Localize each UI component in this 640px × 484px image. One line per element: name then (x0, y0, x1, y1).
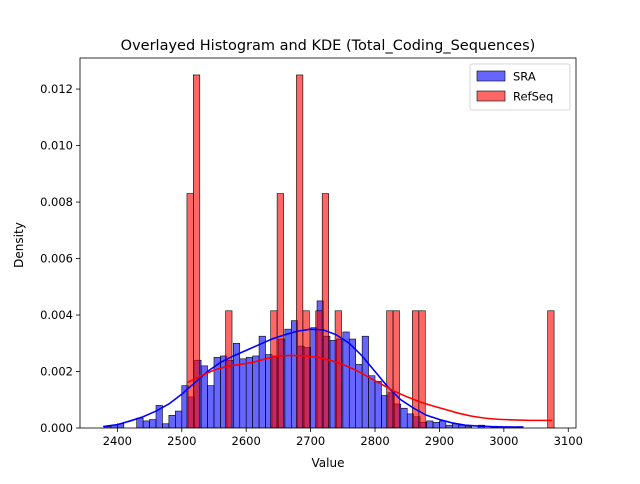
legend-swatch-refseq (476, 90, 506, 102)
legend-swatch-sra (476, 70, 506, 82)
y-tick-label: 0.004 (40, 308, 73, 322)
kde-line-sra (103, 328, 524, 428)
histogram-bar (334, 310, 342, 428)
y-tick-label: 0.008 (40, 195, 73, 209)
x-tick-label: 3100 (554, 434, 583, 448)
histogram-bar (168, 414, 176, 428)
x-tick-label: 2500 (167, 434, 196, 448)
histogram-bar (207, 385, 215, 428)
y-tick-label: 0.000 (40, 421, 73, 435)
histogram-bar (361, 335, 369, 428)
y-tick-label: 0.002 (40, 365, 73, 379)
histogram-bar (239, 358, 247, 428)
histogram-bar (136, 417, 144, 428)
histogram-bar (426, 420, 434, 428)
histogram-bar (321, 193, 329, 428)
histogram-bar (386, 310, 394, 428)
histogram-bar (342, 331, 350, 428)
histogram-bar (464, 426, 472, 428)
axes-frame (79, 57, 577, 429)
histogram-bar (315, 310, 323, 428)
series-refseq (186, 74, 555, 428)
histogram-bar (193, 74, 201, 428)
histogram-bar (149, 419, 157, 428)
y-tick-label: 0.012 (40, 82, 73, 96)
histogram-bar (400, 407, 408, 428)
legend-label-sra: SRA (513, 70, 536, 84)
x-tick-label: 2800 (360, 434, 389, 448)
histogram-bar (276, 193, 284, 428)
plot-area (103, 74, 555, 428)
legend-label-refseq: RefSeq (513, 90, 553, 104)
y-tick-label: 0.006 (40, 252, 73, 266)
histogram-bar (547, 310, 555, 428)
histogram-bar (270, 310, 278, 428)
histogram-bar (252, 355, 260, 428)
histogram-bar (186, 193, 194, 428)
legend: SRA RefSeq (469, 63, 571, 111)
x-axis-label: Value (312, 456, 345, 470)
x-tick-label: 2900 (425, 434, 454, 448)
y-tick-label: 0.010 (40, 139, 73, 153)
histogram-bar (445, 424, 453, 428)
histogram-bar (374, 381, 382, 428)
histogram-bar (368, 375, 376, 428)
histogram-bar (258, 335, 266, 428)
histogram-bar (284, 328, 292, 428)
axes: 2400 2500 2600 2700 2800 2900 3000 3100 0.000 0.0… (40, 57, 583, 448)
chart-title: Overlayed Histogram and KDE (Total_Codin… (121, 38, 536, 54)
histogram-bar (432, 422, 440, 428)
histogram-bar (348, 338, 356, 428)
histogram-bar (302, 310, 310, 428)
histogram-bar (162, 423, 170, 428)
x-tick-label: 2700 (296, 434, 325, 448)
histogram-bar (245, 357, 253, 428)
series-sra (104, 300, 524, 428)
x-tick-label: 2600 (232, 434, 261, 448)
kde-line-refseq (186, 354, 553, 422)
histogram-bar (392, 310, 400, 428)
histogram-bar (225, 310, 233, 428)
x-tick-label: 2400 (103, 434, 132, 448)
histogram-bar (418, 310, 426, 428)
histogram-bar (439, 420, 447, 428)
histogram-bar (175, 410, 183, 428)
y-axis-label: Density (12, 222, 26, 268)
x-tick-label: 3000 (489, 434, 518, 448)
histogram-bar (296, 74, 304, 428)
histogram-bar (142, 420, 150, 428)
